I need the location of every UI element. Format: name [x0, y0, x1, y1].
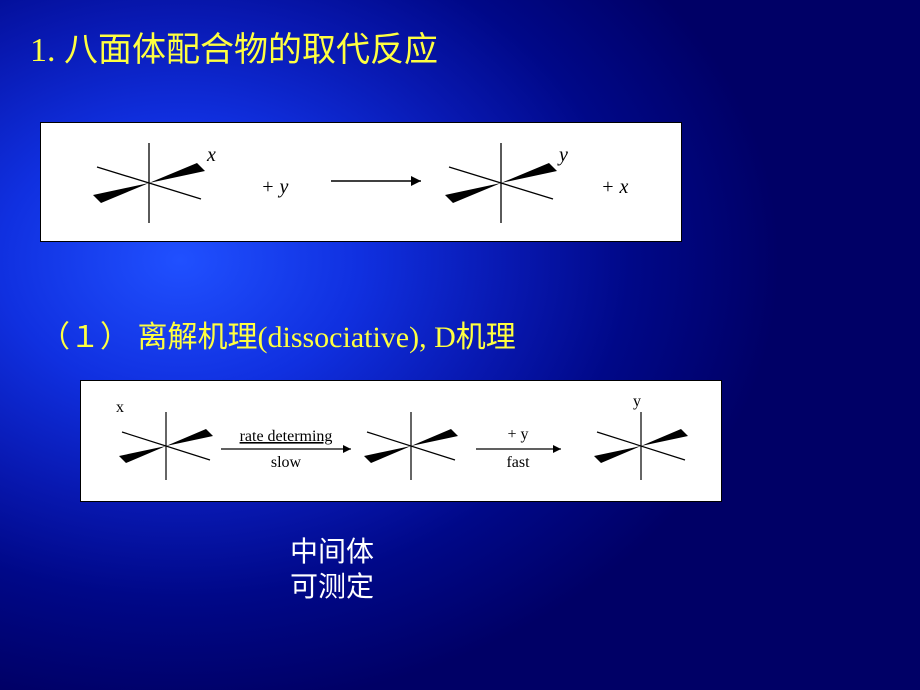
step1-arrow-icon	[221, 445, 351, 453]
step1-bottom-label: slow	[271, 454, 302, 471]
reaction-arrow-icon	[331, 176, 421, 186]
slide-title: 1. 八面体配合物的取代反应	[30, 22, 438, 71]
caption-line2: 可测定	[290, 565, 374, 605]
caption-line1: 中间体	[290, 530, 374, 570]
mechanism-subhead: （１） 离解机理(dissociative), D机理	[40, 312, 516, 356]
step1-top-label: rate determing	[240, 428, 333, 445]
reaction-diagram: x + y y + x	[41, 123, 681, 241]
step2-top-label: + y	[507, 426, 528, 443]
plus-y-label: + y	[261, 176, 288, 198]
reaction-panel: x + y y + x	[40, 122, 682, 242]
step2-arrow-icon	[476, 445, 561, 453]
mechanism-diagram: x rate determing slow + y fast	[81, 381, 721, 501]
initial-x-label: x	[116, 399, 124, 416]
substituent-y-label: y	[557, 144, 568, 166]
substituent-x-label: x	[206, 144, 216, 166]
mechanism-panel: x rate determing slow + y fast	[80, 380, 722, 502]
step2-bottom-label: fast	[506, 454, 530, 471]
plus-x-label: + x	[601, 176, 628, 198]
final-y-label: y	[633, 393, 641, 410]
